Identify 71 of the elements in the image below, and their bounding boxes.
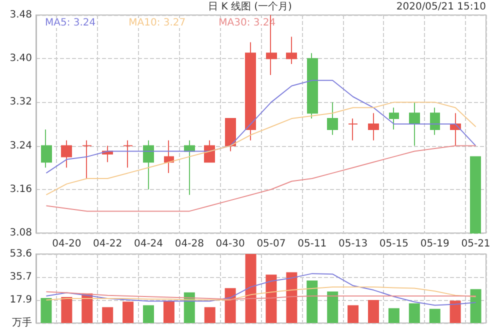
x-tick-label: 05-21 <box>461 238 490 250</box>
line-series <box>46 273 476 306</box>
line-series <box>46 286 476 300</box>
bar <box>429 308 440 323</box>
text: MA5: 3.24 <box>45 18 96 28</box>
bar <box>184 292 195 323</box>
candlestick <box>409 102 420 146</box>
candlestick <box>41 128 52 168</box>
candlestick <box>123 140 133 168</box>
text: MA10: 3.27 <box>128 18 186 28</box>
x-tick-label: 05-11 <box>298 238 327 250</box>
candlestick <box>184 140 195 196</box>
line-series <box>46 291 476 300</box>
bar <box>163 300 174 323</box>
x-tick-label: 04-22 <box>93 238 122 250</box>
bar <box>245 254 256 323</box>
chart-title: 日 K 线图 (一个月) <box>208 0 292 12</box>
y-tick-label: 53.6 <box>10 248 32 260</box>
bar <box>143 305 154 323</box>
x-tick-label: 05-13 <box>338 238 368 250</box>
candlestick <box>225 118 236 152</box>
y-tick-label: 3.24 <box>10 140 32 152</box>
bar <box>327 291 338 323</box>
candlestick <box>143 140 154 190</box>
candlestick <box>348 118 358 141</box>
y-tick-label: 3.08 <box>10 228 32 238</box>
line-series <box>46 102 476 196</box>
bar <box>348 305 359 323</box>
bar <box>40 298 52 323</box>
bar <box>408 303 420 323</box>
bar <box>204 307 216 323</box>
y-tick-label: 3.16 <box>10 184 32 195</box>
bar <box>388 308 400 323</box>
x-tick-label: 05-19 <box>420 238 450 250</box>
candlestick <box>368 112 379 141</box>
x-tick-label: 05-15 <box>379 238 408 250</box>
candlestick <box>430 107 440 136</box>
bar <box>266 274 277 323</box>
bar <box>61 296 72 323</box>
x-tick-label: 04-24 <box>134 238 164 250</box>
bar <box>224 288 236 323</box>
candlestick <box>61 140 72 168</box>
y-tick-label: 3.32 <box>10 96 32 108</box>
x-tick-label: 04-20 <box>52 238 82 250</box>
line-series <box>46 145 476 212</box>
candlestick <box>164 140 174 174</box>
candlestick <box>286 36 297 65</box>
candlestick <box>389 107 399 130</box>
y-tick-label: 17.9 <box>10 294 32 306</box>
y-tick-label: 3.48 <box>10 10 32 20</box>
bar <box>102 307 114 323</box>
y-tick-label: 35.7 <box>10 272 32 283</box>
candlestick <box>470 156 481 234</box>
candlestick <box>307 52 318 120</box>
bar <box>122 302 134 323</box>
candlestick <box>245 42 256 141</box>
candlestick <box>204 140 215 163</box>
x-tick-label: 05-07 <box>256 238 286 250</box>
candlestick <box>327 102 338 136</box>
bar <box>470 289 482 323</box>
bar <box>306 280 318 323</box>
candlestick <box>82 140 92 179</box>
line-series <box>46 80 476 174</box>
bar <box>286 272 298 323</box>
y-tick-label: 3.40 <box>10 53 32 64</box>
x-tick-label: 04-30 <box>216 238 245 250</box>
bar <box>450 300 461 323</box>
x-tick-label: 04-28 <box>174 238 204 250</box>
text: 2020/05/21 15:10 <box>396 2 486 12</box>
bar <box>368 300 379 323</box>
y-tick-label: 万手 <box>12 316 32 328</box>
